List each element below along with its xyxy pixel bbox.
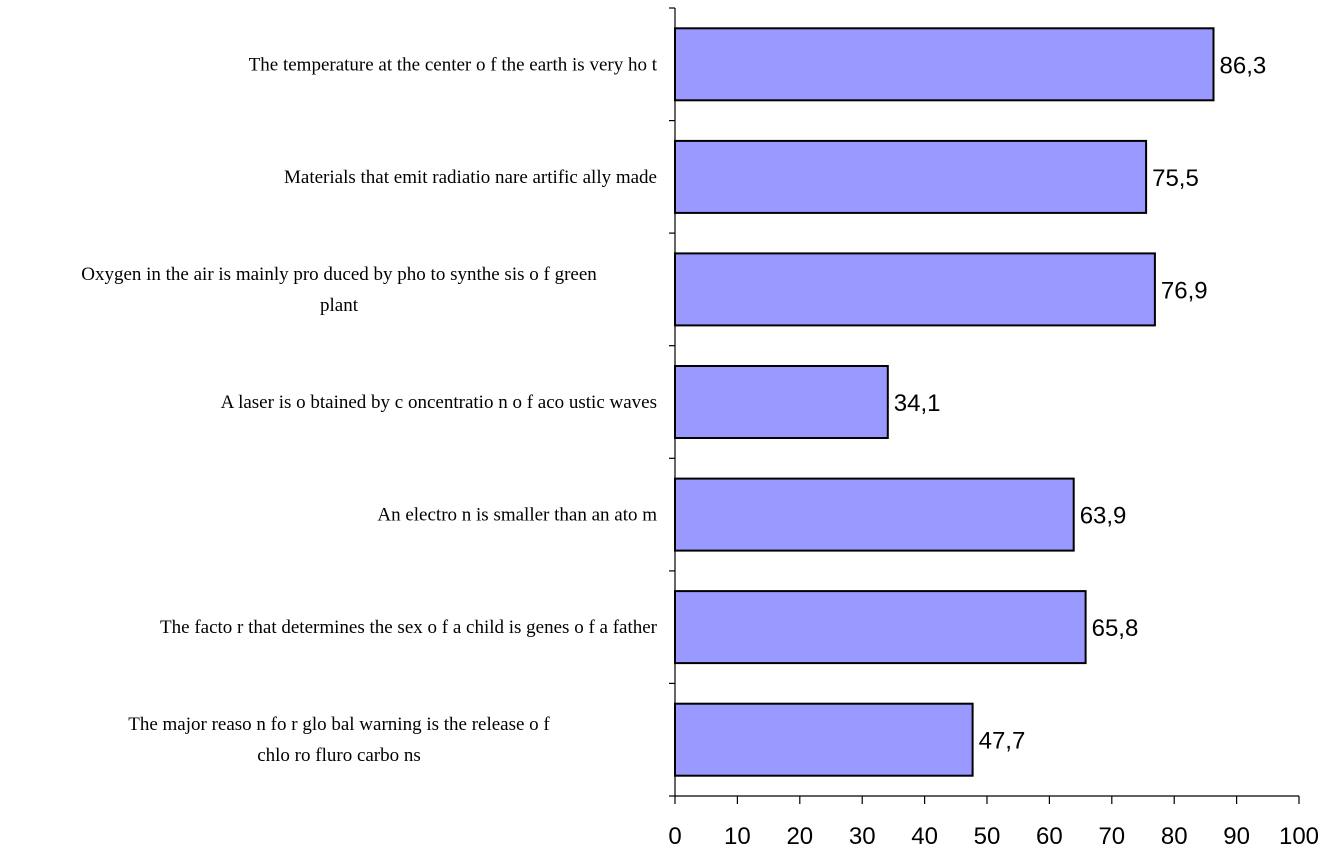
x-tick-label: 50 — [974, 823, 1001, 850]
value-label-7: 47,7 — [979, 728, 1026, 755]
category-label-line: The major reaso n fo r glo bal warning i… — [128, 714, 550, 735]
labels-layer: 86,3 The temperature at the center o f th… — [81, 52, 1319, 850]
bar-5 — [674, 477, 1075, 552]
category-label-2: Materials that emit radiatio nare artifi… — [284, 167, 657, 188]
category-label-5: An electro n is smaller than an ato m — [377, 505, 657, 526]
category-label-line: The facto r that determines the sex o f … — [160, 617, 658, 638]
bar-2 — [674, 139, 1148, 214]
category-label-line: Oxygen in the air is mainly pro duced by… — [81, 264, 597, 285]
category-label-line: plant — [320, 295, 359, 316]
category-label-6: The facto r that determines the sex o f … — [160, 617, 658, 638]
x-tick-label: 100 — [1279, 823, 1319, 850]
category-label-3: Oxygen in the air is mainly pro duced by… — [81, 264, 597, 316]
bar-3 — [674, 252, 1156, 327]
x-tick-label: 80 — [1161, 823, 1188, 850]
bar-4 — [674, 365, 889, 439]
x-tick-label: 20 — [786, 823, 813, 850]
bar-1 — [674, 27, 1215, 102]
x-tick-label: 30 — [849, 823, 876, 850]
category-label-4: A laser is o btained by c oncentratio n … — [221, 392, 657, 413]
x-tick-label: 40 — [911, 823, 938, 850]
axis-layer — [669, 7, 1300, 804]
bar-6 — [674, 590, 1087, 665]
value-label-3: 76,9 — [1161, 277, 1208, 304]
value-label-4: 34,1 — [894, 390, 941, 417]
category-label-line: The temperature at the center o f the ea… — [249, 54, 658, 75]
bar-7 — [674, 702, 974, 777]
category-label-1: The temperature at the center o f the ea… — [249, 54, 658, 75]
value-label-6: 65,8 — [1092, 615, 1139, 642]
x-tick-label: 0 — [668, 823, 681, 850]
category-label-line: Materials that emit radiatio nare artifi… — [284, 167, 657, 188]
x-tick-label: 70 — [1098, 823, 1125, 850]
x-tick-label: 90 — [1223, 823, 1250, 850]
category-label-line: An electro n is smaller than an ato m — [377, 505, 657, 526]
x-tick-label: 10 — [724, 823, 751, 850]
bars-layer — [674, 27, 1215, 777]
value-label-2: 75,5 — [1152, 165, 1199, 192]
x-tick-label: 60 — [1036, 823, 1063, 850]
category-label-7: The major reaso n fo r glo bal warning i… — [128, 714, 550, 766]
category-label-line: chlo ro fluro carbo ns — [257, 745, 421, 766]
category-label-line: A laser is o btained by c oncentratio n … — [221, 392, 657, 413]
value-label-1: 86,3 — [1220, 52, 1267, 79]
value-label-5: 63,9 — [1080, 503, 1127, 530]
